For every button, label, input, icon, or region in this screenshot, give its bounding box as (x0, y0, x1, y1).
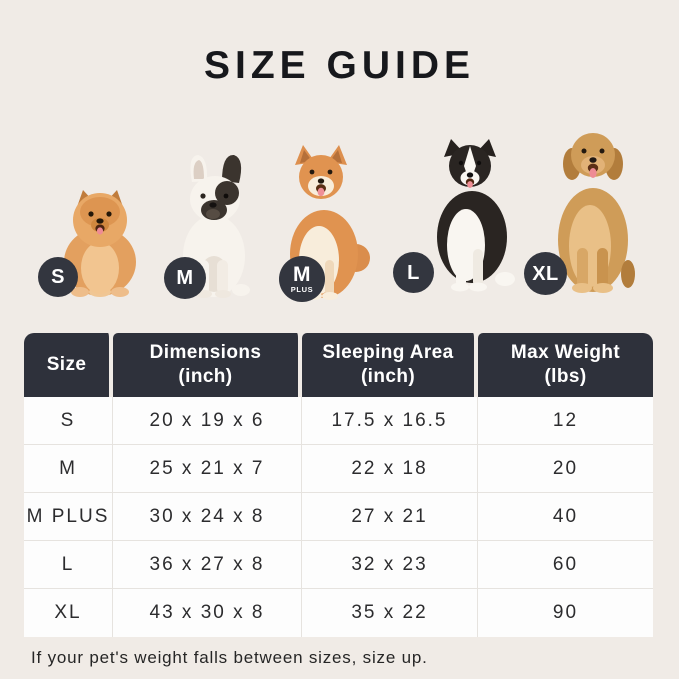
cell-max-weight: 40 (478, 493, 653, 541)
cell-dimensions: 36 x 27 x 8 (113, 541, 302, 589)
column-header-sleeping-area: Sleeping Area (inch) (302, 333, 478, 397)
cell-max-weight: 12 (478, 397, 653, 445)
size-badge-label: M (293, 263, 311, 287)
cell-dimensions: 43 x 30 x 8 (113, 589, 302, 637)
size-badge-label: S (51, 266, 65, 288)
pomeranian-dog-illustration (56, 182, 144, 298)
cell-size: L (24, 541, 113, 589)
size-badge-xl: XL (524, 252, 567, 295)
size-badge-sublabel: PLUS (290, 285, 314, 295)
cell-dimensions: 25 x 21 x 7 (113, 445, 302, 493)
french-bulldog-illustration (170, 152, 256, 298)
page-title: SIZE GUIDE (203, 44, 476, 87)
size-badge-m: M (164, 257, 206, 299)
size-badge-l: L (393, 252, 434, 293)
column-header-size: Size (24, 333, 113, 397)
table-row-l: L 36 x 27 x 8 32 x 23 60 (24, 541, 653, 589)
table-row-s: S 20 x 19 x 6 17.5 x 16.5 12 (24, 397, 653, 445)
size-badge-m-plus: M PLUS (279, 256, 325, 302)
size-table: Size Dimensions (inch) Sleeping Area (in… (24, 333, 653, 637)
golden-retriever-illustration (549, 124, 635, 293)
cell-size: S (24, 397, 113, 445)
size-badge-label: L (407, 261, 420, 284)
size-badge-label: XL (532, 262, 559, 285)
table-row-m-plus: M PLUS 30 x 24 x 8 27 x 21 40 (24, 493, 653, 541)
column-header-dimensions: Dimensions (inch) (113, 333, 302, 397)
cell-size: M PLUS (24, 493, 113, 541)
size-badge-label: M (176, 267, 194, 289)
column-header-max-weight: Max Weight (lbs) (478, 333, 653, 397)
sizing-footnote: If your pet's weight falls between sizes… (31, 648, 428, 667)
cell-sleeping-area: 27 x 21 (302, 493, 478, 541)
cell-sleeping-area: 17.5 x 16.5 (302, 397, 478, 445)
size-badge-s: S (38, 257, 78, 297)
cell-dimensions: 30 x 24 x 8 (113, 493, 302, 541)
cell-max-weight: 20 (478, 445, 653, 493)
cell-max-weight: 90 (478, 589, 653, 637)
size-table-body: S 20 x 19 x 6 17.5 x 16.5 12 M 25 x 21 x… (24, 397, 653, 637)
size-table-header: Size Dimensions (inch) Sleeping Area (in… (24, 333, 653, 397)
cell-size: M (24, 445, 113, 493)
cell-sleeping-area: 32 x 23 (302, 541, 478, 589)
table-row-xl: XL 43 x 30 x 8 35 x 22 90 (24, 589, 653, 637)
cell-size: XL (24, 589, 113, 637)
cell-dimensions: 20 x 19 x 6 (113, 397, 302, 445)
table-row-m: M 25 x 21 x 7 22 x 18 20 (24, 445, 653, 493)
cell-max-weight: 60 (478, 541, 653, 589)
border-collie-illustration (424, 133, 516, 293)
cell-sleeping-area: 22 x 18 (302, 445, 478, 493)
cell-sleeping-area: 35 x 22 (302, 589, 478, 637)
